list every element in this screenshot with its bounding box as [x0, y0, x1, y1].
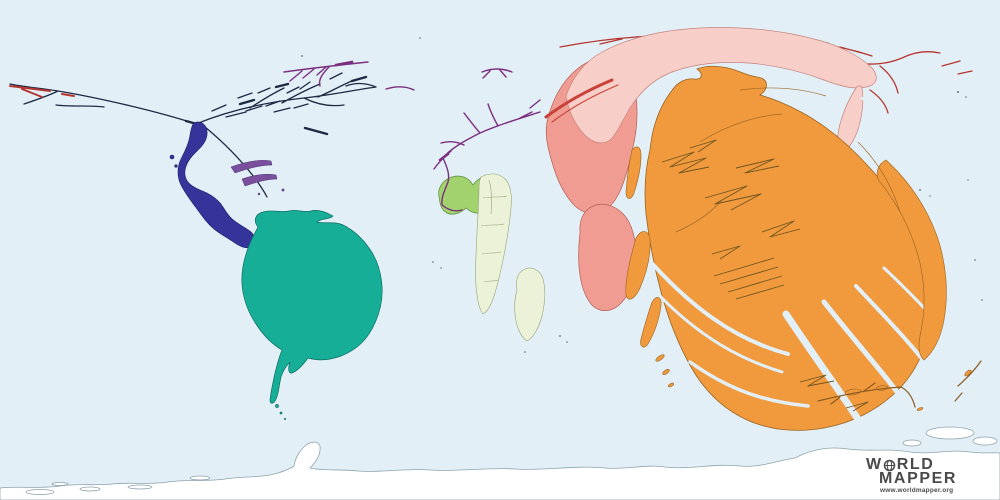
logo-rld: RLD	[896, 456, 935, 473]
island-dot	[566, 341, 568, 343]
island-strip	[662, 368, 670, 376]
south-america-tail-islet	[275, 404, 279, 408]
caribbean-strip	[230, 160, 273, 174]
asia-border-curve	[739, 87, 827, 97]
iceberg-shape	[902, 439, 922, 447]
africa-internal-borders	[480, 179, 508, 283]
south-america-region	[241, 210, 383, 421]
caribbean-islet	[257, 192, 261, 196]
island-dot	[524, 351, 526, 353]
caribbean-strip	[241, 173, 278, 187]
island-dot	[929, 195, 931, 197]
scribble	[735, 158, 780, 174]
scribble	[799, 374, 869, 412]
southeast-asia-strip	[640, 297, 662, 348]
island-dot	[440, 267, 442, 269]
west-red-streak	[9, 85, 75, 98]
island-dot	[432, 261, 434, 263]
asia-border-curve	[699, 113, 783, 143]
antarctica-region	[0, 426, 1000, 500]
north-east-africa-strip	[475, 173, 512, 315]
island-dot	[419, 37, 421, 39]
island-dot	[301, 55, 303, 57]
australia-line	[817, 382, 916, 408]
worldmapper-logo: W RLD MAPPER www.worldmapper.org	[866, 457, 957, 495]
southeast-asia-strip	[625, 146, 642, 199]
caribbean-islet	[281, 188, 285, 192]
new-zealand-line	[954, 360, 982, 402]
asia-border-curve	[857, 141, 901, 213]
island-dot	[974, 259, 976, 261]
ocean-channel	[654, 290, 784, 374]
australia-shrunken-lines	[817, 360, 982, 408]
scribble	[661, 151, 710, 174]
island-strip	[655, 354, 665, 362]
logo-w: W	[866, 456, 883, 473]
mexico-islet	[174, 164, 178, 168]
southeast-asia-strip	[625, 231, 651, 300]
africa-pale-regions	[475, 173, 546, 342]
south-america-tail-islet	[283, 417, 287, 421]
southern-africa-blob	[514, 267, 546, 342]
antarctica-island	[51, 482, 69, 486]
ocean-channel	[928, 182, 958, 328]
globe-icon	[883, 459, 895, 471]
scribble	[704, 185, 762, 211]
iceberg-shape	[972, 436, 998, 446]
scribble	[689, 139, 741, 260]
antarctica-island	[25, 489, 55, 495]
ocean-channel	[821, 299, 913, 413]
island-dot	[559, 335, 561, 337]
island-dot	[957, 91, 959, 93]
south-america-tail-islet	[279, 411, 283, 415]
asia-detail-scribbles	[661, 139, 869, 412]
ocean-channel	[860, 96, 932, 184]
island-strip	[916, 407, 924, 411]
europe-line-network	[283, 61, 541, 212]
antarctica-island	[79, 486, 101, 492]
island-strip	[668, 382, 674, 388]
island-dot	[965, 96, 967, 98]
europe-red-streak	[544, 78, 619, 123]
island-dot	[981, 299, 983, 301]
south-america-blob	[241, 210, 383, 404]
scattered-island-dots	[301, 37, 983, 353]
ocean-channel	[688, 360, 810, 408]
scribble-hatch	[713, 257, 785, 300]
east-asia-rim	[876, 159, 947, 361]
red-streak-thin	[551, 84, 619, 123]
antarctica-island	[189, 475, 211, 481]
island-dot	[967, 179, 969, 181]
logo-word-mapper: MAPPER	[879, 470, 958, 487]
new-zealand-knot	[964, 369, 972, 377]
mexico-islet	[169, 154, 175, 160]
antarctica-island	[127, 484, 153, 490]
europe-shrunken-lines	[283, 60, 541, 212]
ocean-channel	[782, 310, 870, 436]
ocean-channel	[854, 284, 944, 388]
asia-orange-pieces	[625, 146, 972, 411]
scribble	[761, 220, 801, 238]
iceberg-shape	[925, 426, 975, 440]
logo-url: www.worldmapper.org	[880, 487, 954, 494]
antarctica-mainland	[0, 441, 1000, 500]
ocean-channel	[640, 250, 790, 356]
europe-line-clumps	[334, 60, 450, 162]
red-streak-main	[544, 78, 614, 119]
caribbean-islands	[230, 160, 285, 196]
island-dot	[919, 189, 921, 191]
logo-word-world: W RLD	[866, 457, 957, 473]
north-asia-pink-crescent	[565, 27, 877, 144]
